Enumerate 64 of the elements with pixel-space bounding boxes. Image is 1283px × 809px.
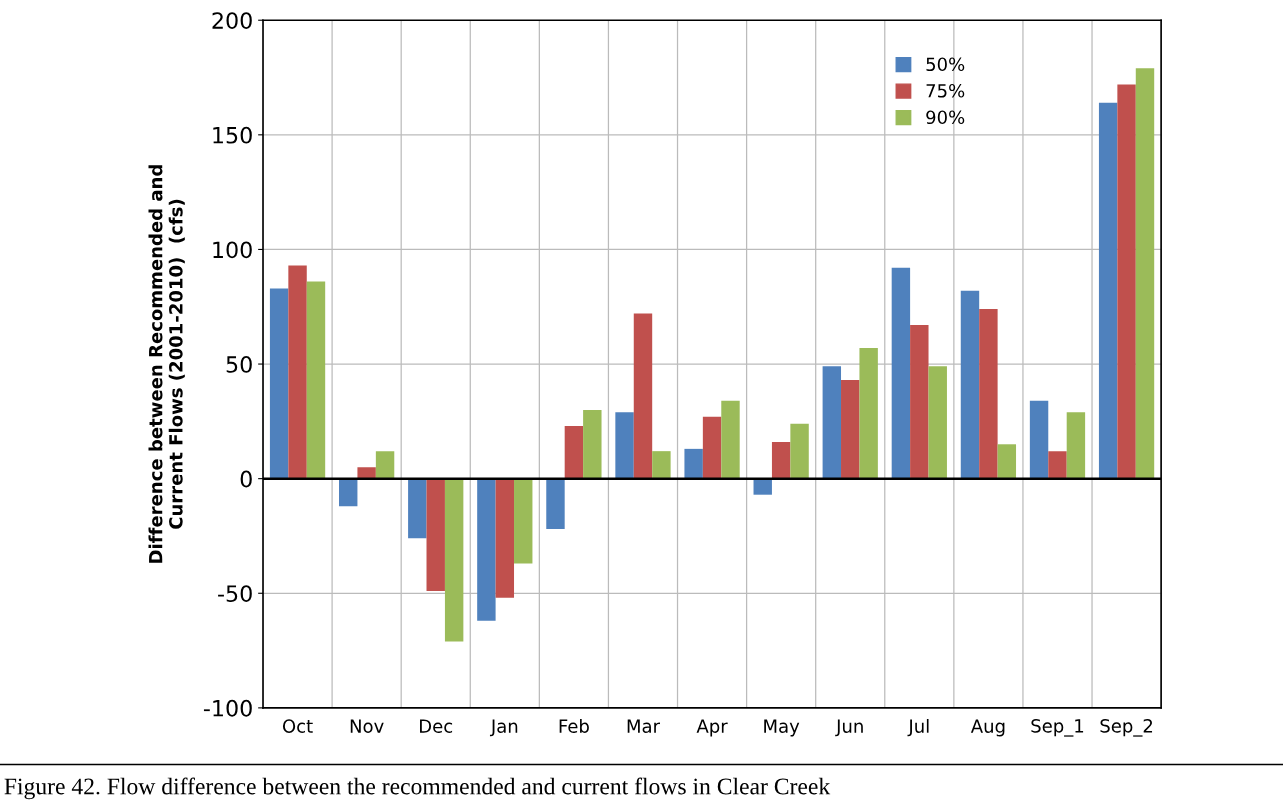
y-tick-label: -100 <box>203 699 252 717</box>
y-tick-label: 50 <box>226 356 252 373</box>
bar <box>1117 84 1136 479</box>
bar <box>753 478 772 495</box>
bar <box>546 478 565 530</box>
x-tick-label: Jan <box>489 719 518 737</box>
y-tick-label: 100 <box>213 241 252 259</box>
bar <box>1135 68 1155 479</box>
bar <box>1098 102 1118 479</box>
x-tick-label: Mar <box>627 719 661 733</box>
caption: Figure 42. Flow difference between the recommended and current flows in Clear Creek <box>4 777 831 800</box>
bar <box>514 478 533 564</box>
y-tick-label: 0 <box>240 470 252 488</box>
bar <box>652 451 671 479</box>
bar <box>408 478 427 539</box>
bar <box>790 423 809 479</box>
x-tick-label: Aug <box>970 719 1005 737</box>
bar <box>1048 451 1067 479</box>
bar <box>306 281 326 479</box>
bar <box>841 380 860 479</box>
bar <box>615 412 634 479</box>
x-tick-label: Sep_2 <box>1100 718 1153 737</box>
bar <box>702 416 722 479</box>
bar <box>375 451 395 479</box>
bar <box>997 444 1017 479</box>
bar <box>928 366 947 479</box>
x-tick-label: Apr <box>696 719 728 737</box>
bar <box>339 478 358 507</box>
bar <box>822 366 842 479</box>
x-tick-label: Feb <box>559 718 589 733</box>
legend-label: 90% <box>926 110 965 125</box>
bar <box>426 478 445 591</box>
bar <box>1029 400 1049 479</box>
bar <box>564 425 584 479</box>
bar <box>288 265 307 479</box>
x-tick-label: Oct <box>282 719 313 733</box>
x-tick-label: Jul <box>907 718 929 737</box>
bar <box>771 441 791 479</box>
legend-label: 75% <box>926 83 965 98</box>
bar <box>721 400 740 479</box>
y-axis-title: Difference between Recommended and Current Flows (2001-2010) (cfs) <box>148 165 185 563</box>
bar <box>891 267 911 479</box>
x-tick-label: Jun <box>835 719 863 737</box>
x-tick-label: May <box>764 719 800 737</box>
legend-label: 50% <box>926 57 965 72</box>
x-tick-label: Sep_1 <box>1031 718 1084 737</box>
bar <box>583 409 602 479</box>
y-tick-label: 200 <box>212 12 252 29</box>
y-tick-label: 150 <box>213 126 252 144</box>
bar <box>444 478 464 642</box>
x-tick-label: Nov <box>350 719 384 733</box>
bar <box>684 448 703 479</box>
x-tick-label: Dec <box>420 719 453 733</box>
bar <box>477 478 496 621</box>
bar <box>910 325 929 479</box>
bar <box>979 309 998 479</box>
bar <box>859 348 878 479</box>
bar <box>495 478 515 598</box>
bar <box>1066 412 1086 479</box>
bar <box>269 288 289 479</box>
bar <box>633 313 653 479</box>
bar <box>960 290 980 479</box>
y-tick-label: -50 <box>218 585 252 603</box>
bar <box>357 467 376 479</box>
